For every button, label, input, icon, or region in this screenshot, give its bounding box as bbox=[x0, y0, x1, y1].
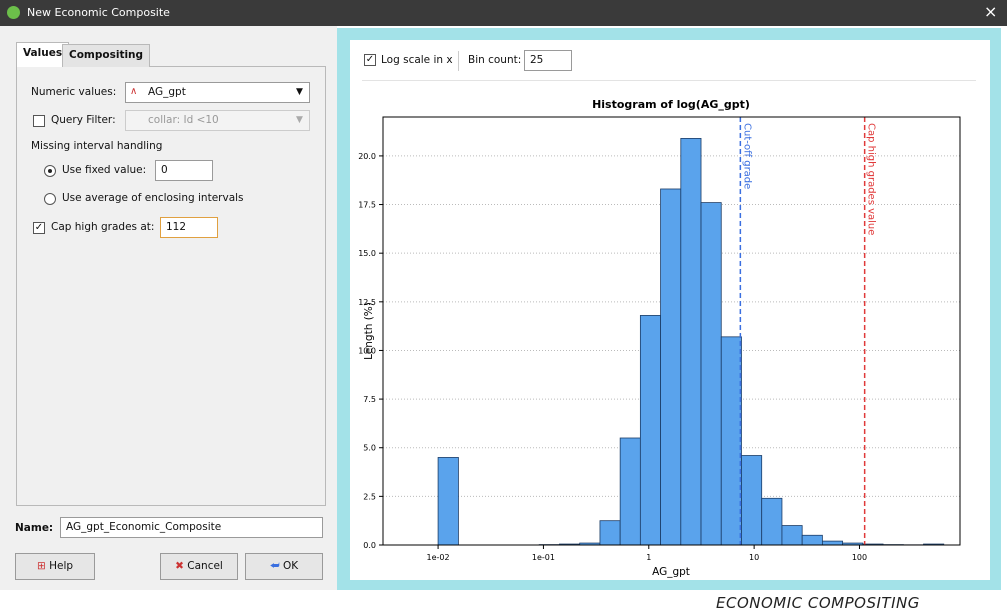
y-tick-label: 20.0 bbox=[358, 152, 376, 161]
bar bbox=[720, 336, 742, 546]
bar bbox=[680, 138, 702, 546]
input-value: AG_gpt_Economic_Composite bbox=[66, 521, 222, 533]
y-tick-label: 5.0 bbox=[363, 444, 376, 453]
chart-title: Histogram of log(AG_gpt) bbox=[592, 98, 750, 111]
app-icon bbox=[7, 6, 20, 19]
x-tick-label: 100 bbox=[852, 553, 867, 562]
button[interactable]: ⮨ OK bbox=[245, 553, 323, 580]
chart: Histogram of log(AG_gpt) AG_gpt Length (… bbox=[358, 98, 961, 578]
x-tick-label: 10 bbox=[749, 553, 759, 562]
checkbox[interactable]: ✓ bbox=[33, 222, 45, 234]
bar bbox=[741, 455, 763, 546]
y-tick-label: 7.5 bbox=[363, 395, 376, 404]
radio[interactable] bbox=[44, 193, 56, 205]
dropdown-arrow: ▼ bbox=[296, 87, 303, 97]
section-heading: Missing interval handling bbox=[31, 140, 163, 152]
y-tick-label: 12.5 bbox=[358, 298, 376, 307]
label: Use average of enclosing intervals bbox=[62, 192, 244, 204]
annotation-label: Cut-off grade bbox=[741, 123, 752, 189]
spinbox-value: 0 bbox=[161, 164, 168, 176]
dropdown-arrow: ▼ bbox=[296, 115, 303, 125]
dropdown[interactable]: AG_gpt bbox=[125, 82, 310, 103]
bar bbox=[761, 497, 783, 546]
label: Cap high grades at: bbox=[51, 221, 155, 233]
separator bbox=[458, 51, 459, 71]
button[interactable]: ⊞ Help bbox=[15, 553, 95, 580]
icon: ∧ bbox=[130, 86, 138, 97]
label: Use fixed value: bbox=[62, 164, 147, 176]
window-title: New Economic Composite bbox=[27, 6, 170, 19]
spinbox[interactable]: 25 bbox=[524, 50, 572, 71]
label: Query Filter: bbox=[51, 114, 116, 126]
tab-panel bbox=[16, 66, 326, 506]
x-tick-label: 1e-01 bbox=[532, 553, 555, 562]
bar bbox=[801, 534, 823, 546]
x-tick-label: 1e-02 bbox=[427, 553, 450, 562]
close-button[interactable]: × bbox=[984, 2, 998, 21]
button-label: OK bbox=[282, 560, 299, 572]
label: Numeric values: bbox=[31, 86, 117, 98]
button-label: Help bbox=[49, 560, 74, 572]
y-tick-label: 15.0 bbox=[358, 249, 376, 258]
y-tick-label: 10.0 bbox=[358, 346, 376, 355]
bar bbox=[639, 315, 661, 546]
radio[interactable] bbox=[44, 165, 56, 177]
plot-frame bbox=[382, 116, 961, 546]
dropdown-value: collar: Id <10 bbox=[148, 114, 219, 126]
dropdown[interactable]: collar: Id <10 bbox=[125, 110, 310, 131]
bar bbox=[437, 457, 459, 546]
label: Log scale in x bbox=[381, 54, 453, 66]
spinbox[interactable]: 112 bbox=[160, 217, 218, 238]
bar bbox=[599, 520, 621, 546]
tab[interactable]: Values bbox=[16, 42, 70, 67]
spinbox-value: 25 bbox=[530, 54, 544, 66]
spinbox[interactable]: 0 bbox=[155, 160, 213, 181]
y-axis-label: Length (%) bbox=[363, 302, 375, 360]
annotation-label: Cap high grades value bbox=[866, 123, 877, 235]
y-tick-label: 17.5 bbox=[358, 201, 376, 210]
bar bbox=[660, 188, 682, 546]
bar bbox=[821, 540, 844, 546]
bar bbox=[619, 437, 641, 546]
checkbox[interactable]: ✓ bbox=[364, 54, 376, 66]
y-tick-label: 2.5 bbox=[363, 492, 376, 501]
button-label: Cancel bbox=[187, 560, 223, 572]
tab[interactable]: Compositing bbox=[62, 44, 151, 67]
bar bbox=[781, 525, 803, 546]
label: Bin count: bbox=[468, 54, 522, 66]
checkbox[interactable] bbox=[33, 115, 45, 127]
chart-panel: ✓ Log scale in x Bin count: 25 Histogram… bbox=[350, 40, 990, 580]
x-axis-label: AG_gpt bbox=[652, 566, 690, 578]
bar bbox=[700, 202, 722, 546]
x-tick-label: 1 bbox=[646, 553, 651, 562]
label: Name: bbox=[15, 522, 54, 534]
separator bbox=[362, 80, 976, 81]
text-input[interactable]: AG_gpt_Economic_Composite bbox=[60, 517, 323, 538]
spinbox-value: 112 bbox=[166, 221, 187, 233]
y-tick-label: 0.0 bbox=[363, 541, 376, 550]
caption: ECONOMIC COMPOSITING bbox=[716, 594, 920, 612]
dropdown-value: AG_gpt bbox=[148, 86, 186, 98]
title-bar: New Economic Composite × bbox=[0, 0, 1007, 26]
button[interactable]: ✖ Cancel bbox=[160, 553, 238, 580]
